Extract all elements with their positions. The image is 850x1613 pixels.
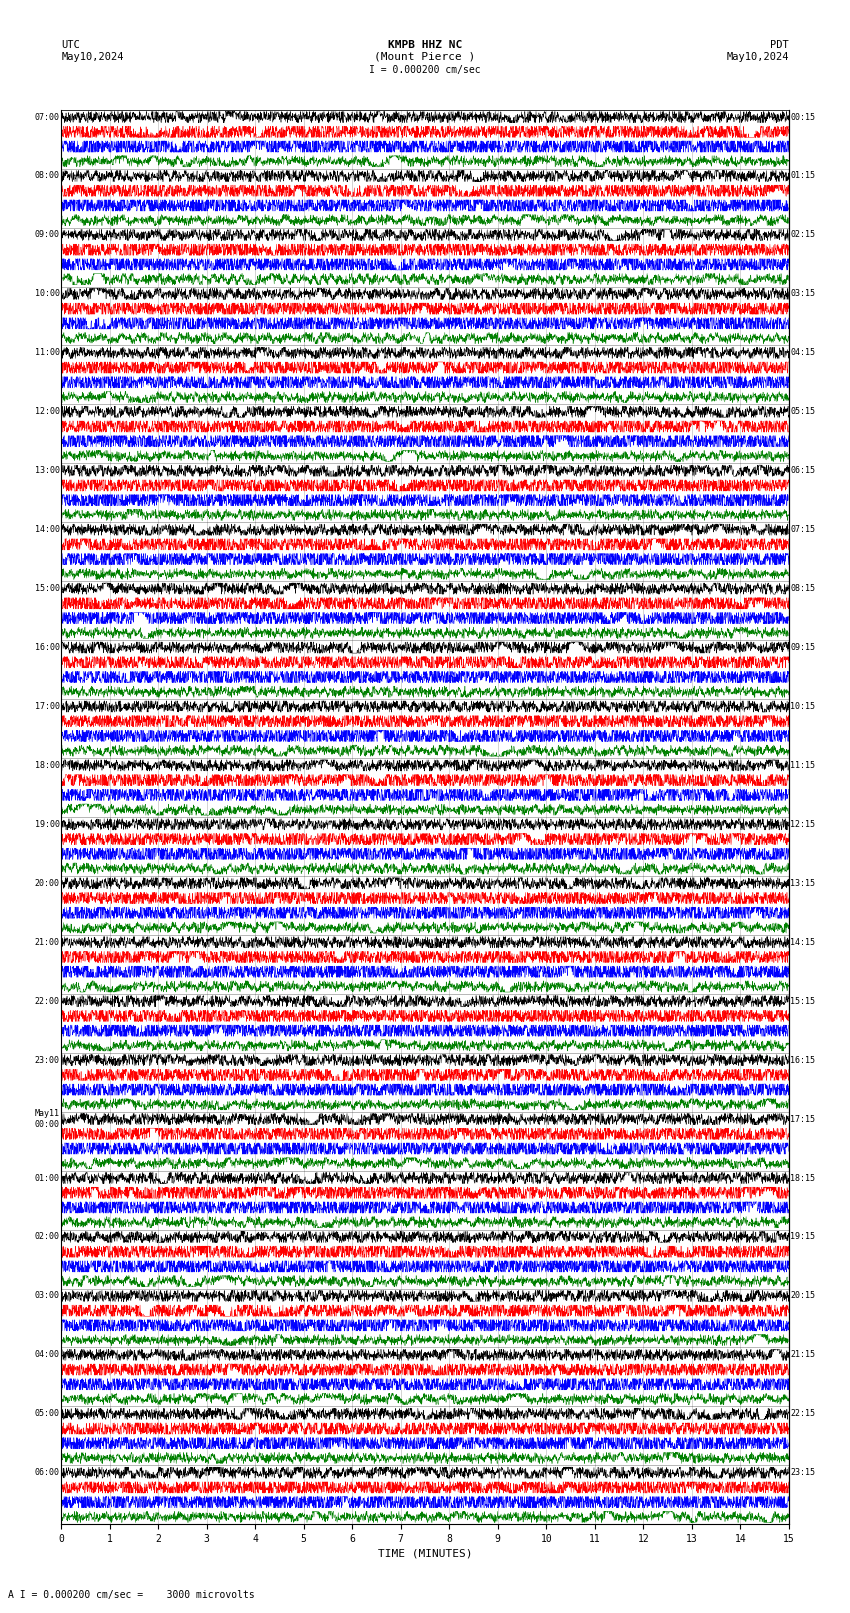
Text: PDT: PDT: [770, 40, 789, 50]
Text: May10,2024: May10,2024: [726, 52, 789, 61]
Text: May10,2024: May10,2024: [61, 52, 124, 61]
Text: A I = 0.000200 cm/sec =    3000 microvolts: A I = 0.000200 cm/sec = 3000 microvolts: [8, 1590, 255, 1600]
Text: UTC: UTC: [61, 40, 80, 50]
Text: KMPB HHZ NC: KMPB HHZ NC: [388, 40, 462, 50]
Text: (Mount Pierce ): (Mount Pierce ): [374, 52, 476, 61]
Text: I = 0.000200 cm/sec: I = 0.000200 cm/sec: [369, 65, 481, 74]
X-axis label: TIME (MINUTES): TIME (MINUTES): [377, 1548, 473, 1558]
